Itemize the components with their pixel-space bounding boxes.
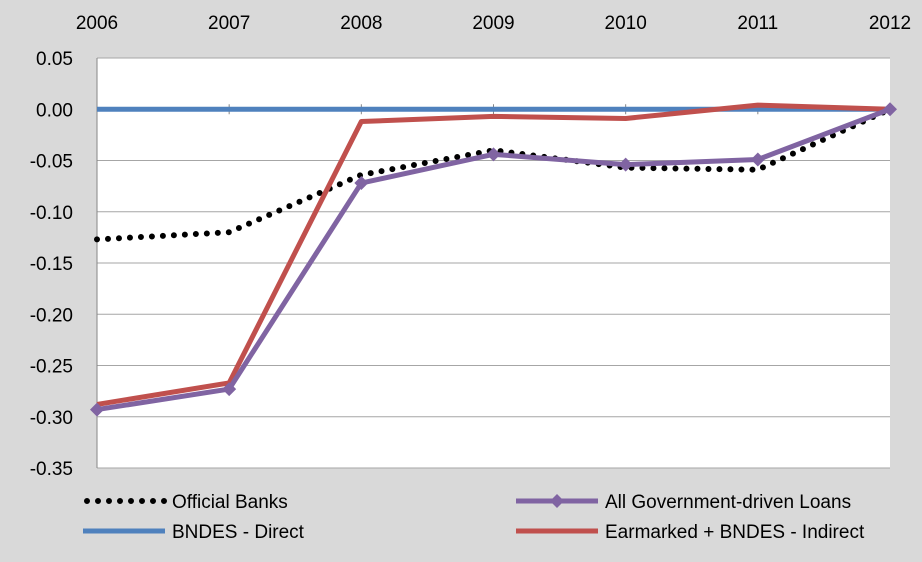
x-tick-label: 2011 xyxy=(737,13,778,34)
data-point xyxy=(354,176,369,191)
y-tick-label: -0.30 xyxy=(30,408,73,429)
data-point xyxy=(883,102,897,117)
series-lines xyxy=(90,102,897,417)
legend-label-earmarked-bndes-indirect: Earmarked + BNDES - Indirect xyxy=(605,522,865,543)
y-tick-label: -0.20 xyxy=(30,305,73,326)
legend-label-official-banks: Official Banks xyxy=(172,492,288,513)
x-tick-label: 2012 xyxy=(869,13,911,34)
legend-label-all-government-driven-loans: All Government-driven Loans xyxy=(605,492,851,513)
series-line-official-banks xyxy=(94,106,893,243)
x-tick-label: 2009 xyxy=(472,13,514,34)
data-point xyxy=(750,152,765,167)
x-tick-label: 2008 xyxy=(340,13,382,34)
y-tick-label: -0.25 xyxy=(30,357,73,378)
x-tick-label: 2010 xyxy=(605,13,647,34)
y-tick-label: -0.35 xyxy=(30,459,73,480)
x-axis: 2006 2007 2008 2009 2010 2011 2012 xyxy=(76,13,911,115)
x-tick-label: 2006 xyxy=(76,13,118,34)
data-point xyxy=(222,382,237,397)
grid-lines xyxy=(97,57,890,469)
y-axis: 0.05 0.00 -0.05 -0.10 -0.15 -0.20 -0.25 -0.30 -0… xyxy=(30,49,98,480)
y-tick-label: -0.10 xyxy=(30,203,73,224)
data-point xyxy=(486,147,501,162)
data-point xyxy=(618,157,633,172)
x-tick-label: 2007 xyxy=(208,13,250,34)
legend-marker xyxy=(550,494,564,508)
legend-label-bndes-direct: BNDES - Direct xyxy=(172,522,305,543)
y-tick-label: -0.05 xyxy=(30,152,73,173)
legend: Official Banks BNDES - Direct All Governme… xyxy=(83,492,865,543)
y-tick-label: 0.00 xyxy=(36,100,73,121)
data-point xyxy=(90,402,104,417)
y-tick-label: -0.15 xyxy=(30,254,73,275)
y-tick-label: 0.05 xyxy=(36,49,73,70)
